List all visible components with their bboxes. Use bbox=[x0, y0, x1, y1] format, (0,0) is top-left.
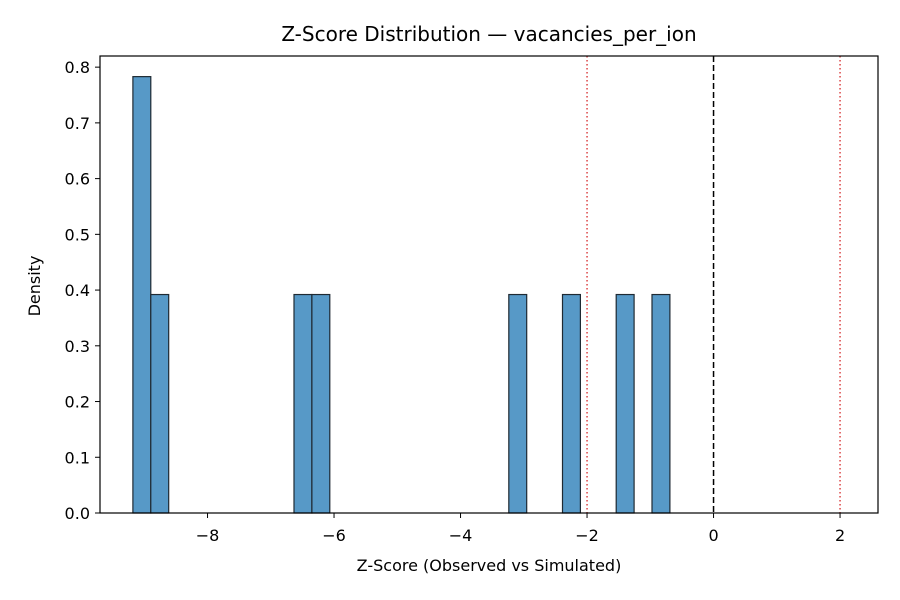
plot-frame bbox=[99, 55, 879, 514]
x-tick-label: −4 bbox=[449, 526, 473, 545]
y-tick-label: 0.6 bbox=[65, 170, 90, 189]
y-tick-label: 0.1 bbox=[65, 448, 90, 467]
histogram-bar-6 bbox=[561, 293, 581, 514]
y-axis-label: Density bbox=[25, 256, 44, 317]
histogram-bar-2 bbox=[150, 293, 170, 514]
reference-lines-group bbox=[586, 56, 841, 513]
x-tick-label: 0 bbox=[708, 526, 718, 545]
y-axis-ticks: 0.0 0.1 0.2 0.3 0.4 0.5 0.6 0.7 0.8 bbox=[65, 58, 100, 523]
x-tick-label: −6 bbox=[322, 526, 346, 545]
histogram-bar-7 bbox=[615, 293, 635, 514]
y-tick-label: 0.4 bbox=[65, 281, 90, 300]
y-tick-label: 0.7 bbox=[65, 114, 90, 133]
histogram-bar-8 bbox=[651, 293, 671, 514]
histogram-bar-1 bbox=[132, 76, 152, 514]
histogram-bar-3 bbox=[293, 293, 313, 514]
x-axis-label: Z-Score (Observed vs Simulated) bbox=[357, 556, 622, 575]
bars-group bbox=[132, 76, 671, 514]
y-tick-label: 0.5 bbox=[65, 225, 90, 244]
chart-title: Z-Score Distribution — vacancies_per_ion bbox=[281, 22, 696, 46]
x-tick-label: 2 bbox=[835, 526, 845, 545]
y-tick-label: 0.2 bbox=[65, 393, 90, 412]
y-tick-label: 0.3 bbox=[65, 337, 90, 356]
histogram-bar-4 bbox=[311, 293, 331, 514]
histogram-bar-5 bbox=[508, 293, 528, 514]
x-tick-label: −2 bbox=[575, 526, 599, 545]
y-tick-label: 0.0 bbox=[65, 504, 90, 523]
y-tick-label: 0.8 bbox=[65, 58, 90, 77]
x-axis-ticks: −8 −6 −4 −2 0 2 bbox=[196, 513, 845, 545]
x-tick-label: −8 bbox=[196, 526, 220, 545]
